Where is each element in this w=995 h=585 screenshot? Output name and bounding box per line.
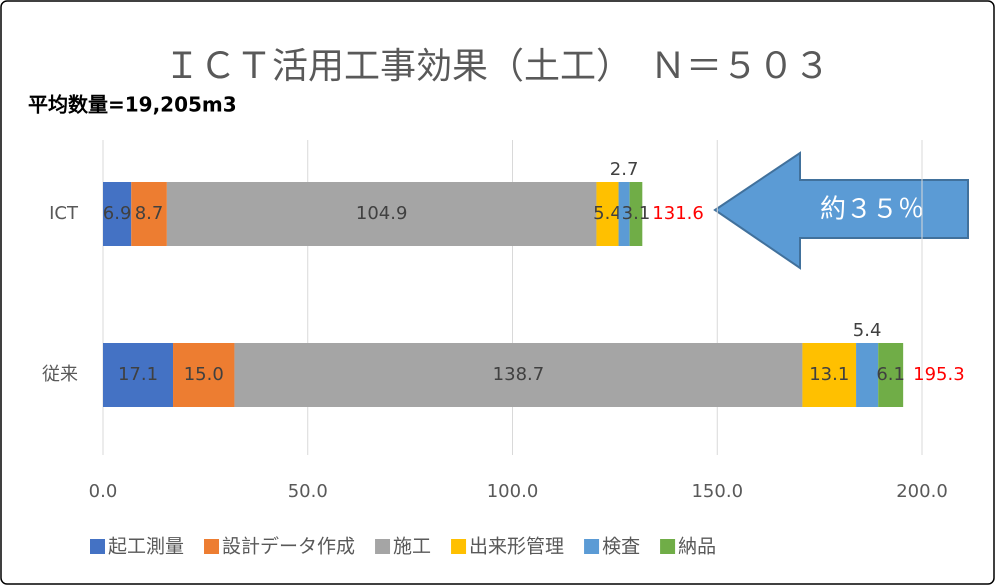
legend-label: 出来形管理 (469, 536, 564, 558)
data-label: 138.7 (493, 364, 545, 385)
bar-segment (878, 343, 904, 407)
data-label: 15.0 (184, 364, 224, 385)
x-tick-label: 150.0 (691, 481, 743, 502)
bar-segment (629, 182, 643, 246)
data-label: 104.9 (356, 203, 408, 224)
legend-label: 設計データ作成 (222, 536, 355, 558)
data-label: 5.4 (593, 203, 622, 224)
chart-title: ＩＣＴ活用工事効果（土工） Ｎ＝５０３ (164, 46, 830, 87)
data-label: 17.1 (118, 364, 158, 385)
bar-segment (173, 343, 235, 407)
legend-marker (204, 539, 220, 554)
y-tick-label: 従来 (42, 364, 78, 385)
legend-marker (90, 539, 105, 554)
data-label: 5.4 (853, 320, 882, 341)
total-label: 131.6 (652, 203, 704, 224)
legend-marker (375, 539, 391, 554)
legend-label: 納品 (678, 536, 716, 558)
bar-segment (103, 182, 132, 246)
bar-segment (856, 343, 879, 407)
bar-segment (802, 343, 857, 407)
x-tick-label: 50.0 (288, 481, 328, 502)
legend-label: 起工測量 (108, 536, 184, 558)
legend-label: 検査 (602, 536, 640, 558)
bar-segment (234, 343, 803, 407)
chart-subtitle: 平均数量=19,205m3 (28, 93, 237, 117)
x-tick-label: 200.0 (896, 481, 948, 502)
legend-marker (660, 539, 676, 554)
bar-segment (618, 182, 630, 246)
annotation-arrow (713, 151, 969, 270)
bar-segment (596, 182, 619, 246)
data-label: 8.7 (135, 203, 164, 224)
x-tick-label: 0.0 (89, 481, 118, 502)
data-label: 6.1 (876, 364, 905, 385)
total-label: 195.3 (913, 364, 965, 385)
x-tick-label: 100.0 (487, 481, 539, 502)
annotation-text: 約３５％ (820, 195, 924, 225)
y-tick-label: ICT (49, 203, 79, 224)
bar-segment (103, 343, 174, 407)
data-label: 3.1 (622, 203, 651, 224)
legend-marker (451, 539, 467, 554)
data-label: 13.1 (809, 364, 849, 385)
data-label: 6.9 (103, 203, 132, 224)
legend-marker (584, 539, 600, 554)
data-label: 2.7 (610, 159, 639, 180)
bar-segment (131, 182, 167, 246)
bar-segment (166, 182, 597, 246)
legend-label: 施工 (393, 536, 431, 558)
